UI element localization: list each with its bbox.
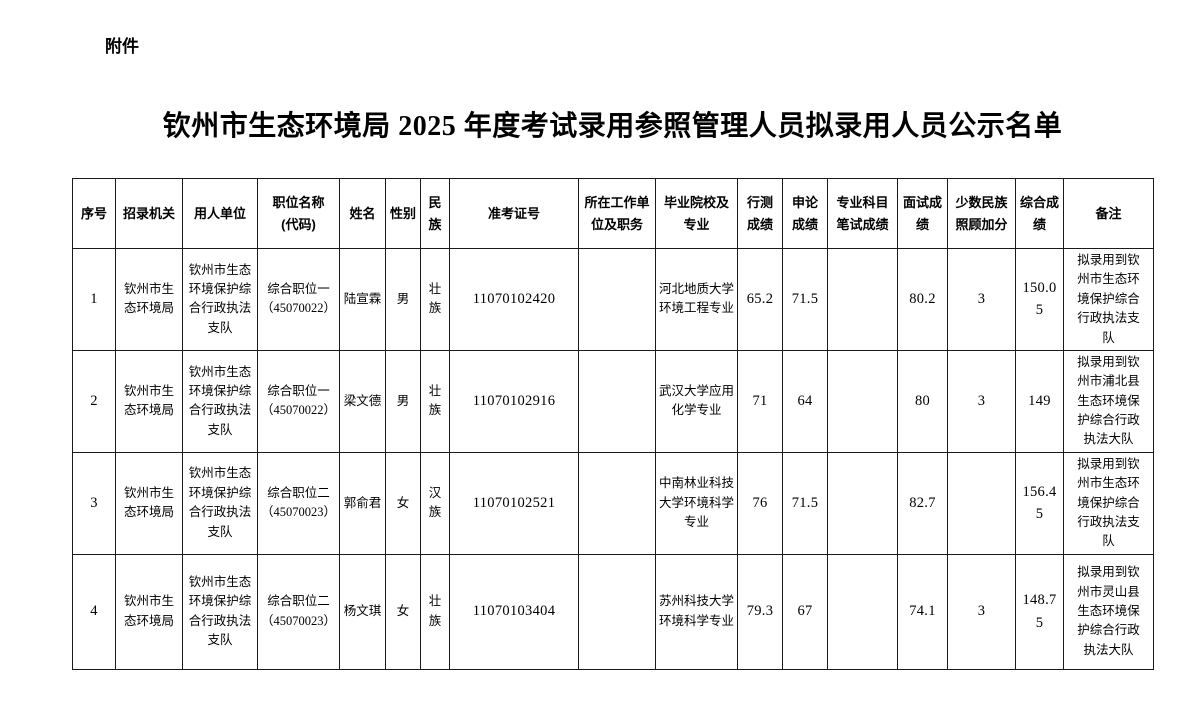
table-cell: 11070103404 <box>449 553 579 670</box>
table-cell: 苏州科技大学环境科学专业 <box>655 553 738 670</box>
table-cell: 拟录用到钦州市灵山县生态环境保护综合行政执法大队 <box>1063 553 1154 670</box>
column-header: 序号 <box>72 178 116 249</box>
table-cell: 64 <box>782 349 828 453</box>
column-header: 毕业院校及专业 <box>655 178 738 249</box>
table-cell: 综合职位二（45070023） <box>257 553 340 670</box>
table-cell: 3 <box>947 553 1016 670</box>
column-header: 备注 <box>1063 178 1154 249</box>
table-cell: 钦州市生态环境保护综合行政执法支队 <box>182 451 258 555</box>
table-body: 1 钦州市生态环境局 钦州市生态环境保护综合行政执法支队 综合职位一（45070022… <box>72 248 1154 670</box>
column-header: 职位名称 (代码) <box>257 178 340 249</box>
table-cell: 拟录用到钦州市浦北县生态环境保护综合行政执法大队 <box>1063 349 1154 453</box>
table-cell: 4 <box>72 553 116 670</box>
table-cell: 3 <box>72 451 116 555</box>
table-cell: 综合职位一（45070022） <box>257 248 340 351</box>
page-title: 钦州市生态环境局 2025 年度考试录用参照管理人员拟录用人员公示名单 <box>162 111 1063 142</box>
table-cell: 综合职位二（45070023） <box>257 451 340 555</box>
table-cell: 79.3 <box>737 553 783 670</box>
table-cell: 陆宣霖 <box>339 248 386 351</box>
table-row: 4 钦州市生态环境局 钦州市生态环境保护综合行政执法支队 综合职位二（45070023… <box>72 553 1154 670</box>
table-cell: 钦州市生态环境局 <box>115 248 183 351</box>
column-header: 招录机关 <box>115 178 183 249</box>
table-cell: 钦州市生态环境保护综合行政执法支队 <box>182 553 258 670</box>
table-cell: 11070102420 <box>449 248 579 351</box>
table-cell: 3 <box>947 248 1016 351</box>
table-row: 3 钦州市生态环境局 钦州市生态环境保护综合行政执法支队 综合职位二（45070023… <box>72 451 1154 555</box>
table-cell: 2 <box>72 349 116 453</box>
table-cell: 郭俞君 <box>339 451 386 555</box>
column-header: 申论成绩 <box>782 178 828 249</box>
table-cell: 80 <box>897 349 948 453</box>
table-cell: 71 <box>737 349 783 453</box>
column-header: 面试成绩 <box>897 178 948 249</box>
table-cell: 河北地质大学环境工程专业 <box>655 248 738 351</box>
table-cell: 钦州市生态环境局 <box>115 349 183 453</box>
table-cell: 钦州市生态环境保护综合行政执法支队 <box>182 248 258 351</box>
table-row: 2 钦州市生态环境局 钦州市生态环境保护综合行政执法支队 综合职位一（45070022… <box>72 349 1154 453</box>
column-header: 用人单位 <box>182 178 258 249</box>
table-cell: 钦州市生态环境保护综合行政执法支队 <box>182 349 258 453</box>
table-cell: 149 <box>1015 349 1064 453</box>
table-cell: 男 <box>385 248 421 351</box>
table-cell <box>827 248 898 351</box>
table-cell: 11070102916 <box>449 349 579 453</box>
header-row: 序号 招录机关 用人单位 职位名称 (代码) 姓名 性别 民族 准考证号 所在工作单位及职务 毕业… <box>72 178 1154 249</box>
table-cell <box>578 349 656 453</box>
column-header: 准考证号 <box>449 178 579 249</box>
table-cell: 148.75 <box>1015 553 1064 670</box>
table-cell: 3 <box>947 349 1016 453</box>
column-header: 所在工作单位及职务 <box>578 178 656 249</box>
table-cell: 中南林业科技大学环境科学专业 <box>655 451 738 555</box>
table-cell <box>827 553 898 670</box>
table-cell: 汉族 <box>420 451 450 555</box>
table-cell: 67 <box>782 553 828 670</box>
table-cell: 74.1 <box>897 553 948 670</box>
table-cell: 71.5 <box>782 248 828 351</box>
table-cell: 综合职位一（45070022） <box>257 349 340 453</box>
table-cell: 武汉大学应用化学专业 <box>655 349 738 453</box>
recruitment-table: 序号 招录机关 用人单位 职位名称 (代码) 姓名 性别 民族 准考证号 所在工作单位及职务 毕业… <box>72 178 1154 670</box>
table-cell: 钦州市生态环境局 <box>115 553 183 670</box>
table-cell: 钦州市生态环境局 <box>115 451 183 555</box>
table-cell: 女 <box>385 553 421 670</box>
table-cell: 男 <box>385 349 421 453</box>
table-cell: 80.2 <box>897 248 948 351</box>
table-cell: 11070102521 <box>449 451 579 555</box>
table-cell: 156.45 <box>1015 451 1064 555</box>
table-cell <box>578 248 656 351</box>
table-cell: 梁文德 <box>339 349 386 453</box>
column-header: 少数民族照顾加分 <box>947 178 1016 249</box>
table-row: 1 钦州市生态环境局 钦州市生态环境保护综合行政执法支队 综合职位一（45070022… <box>72 248 1154 351</box>
table-cell: 82.7 <box>897 451 948 555</box>
table-cell: 1 <box>72 248 116 351</box>
table-cell: 65.2 <box>737 248 783 351</box>
table-cell: 76 <box>737 451 783 555</box>
table-cell: 壮族 <box>420 553 450 670</box>
table-cell: 壮族 <box>420 248 450 351</box>
table-cell <box>578 451 656 555</box>
table-cell: 杨文琪 <box>339 553 386 670</box>
table-cell: 壮族 <box>420 349 450 453</box>
table-cell: 71.5 <box>782 451 828 555</box>
table-cell: 拟录用到钦州市生态环境保护综合行政执法支队 <box>1063 248 1154 351</box>
column-header: 姓名 <box>339 178 386 249</box>
table-cell: 女 <box>385 451 421 555</box>
column-header: 综合成绩 <box>1015 178 1064 249</box>
table-cell <box>947 451 1016 555</box>
column-header: 民族 <box>420 178 450 249</box>
table-cell <box>827 349 898 453</box>
table-cell <box>827 451 898 555</box>
attachment-label: 附件 <box>105 37 139 56</box>
table-cell: 150.05 <box>1015 248 1064 351</box>
column-header: 行测成绩 <box>737 178 783 249</box>
column-header: 性别 <box>385 178 421 249</box>
table-cell: 拟录用到钦州市生态环境保护综合行政执法支队 <box>1063 451 1154 555</box>
column-header: 专业科目笔试成绩 <box>827 178 898 249</box>
table-cell <box>578 553 656 670</box>
